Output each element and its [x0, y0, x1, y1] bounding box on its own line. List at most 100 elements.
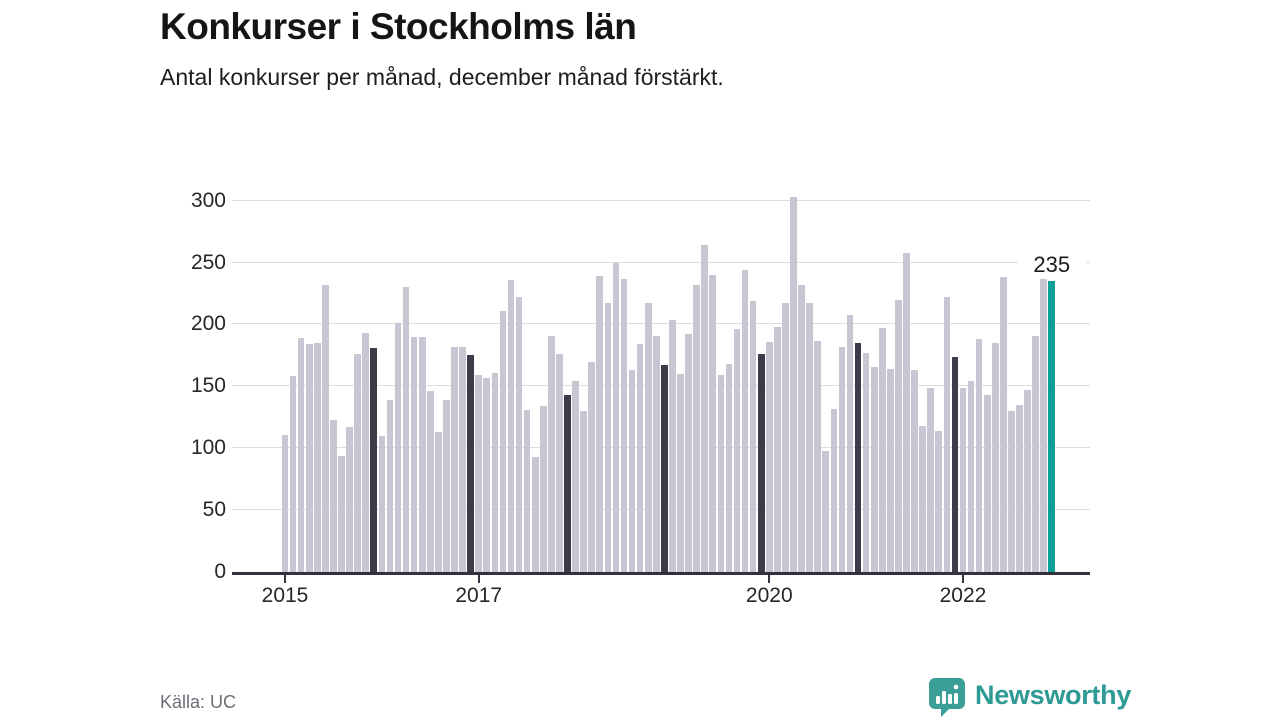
bar-2019-05 [701, 245, 708, 572]
bar-2016-04 [402, 287, 410, 572]
bar-2022-10 [1032, 335, 1039, 572]
bar-2022-07 [1008, 411, 1015, 572]
bar-2021-11 [943, 297, 951, 572]
bar-2020-08 [822, 450, 830, 572]
bar-2018-11 [652, 335, 660, 572]
bar-2018-12 [661, 365, 668, 572]
bar-2018-07 [620, 278, 628, 572]
bar-2019-07 [717, 375, 725, 572]
gridline-300 [232, 199, 1090, 201]
bar-2022-02 [967, 381, 975, 572]
bar-2016-05 [410, 336, 418, 572]
bar-2017-11 [556, 354, 563, 572]
x-tick-2017 [477, 575, 480, 583]
gridline-50 [232, 509, 1090, 511]
bar-2016-10 [451, 346, 458, 572]
bar-2021-06 [903, 252, 910, 572]
bar-2017-05 [507, 279, 515, 572]
source-caption: Källa: UC [160, 692, 237, 712]
bar-2021-04 [887, 369, 894, 572]
bar-2018-02 [580, 411, 587, 572]
bar-2015-01 [281, 434, 289, 572]
bar-2020-04 [790, 196, 797, 572]
bar-2021-07 [911, 370, 918, 572]
bar-2021-10 [935, 430, 943, 572]
bar-2020-10 [838, 346, 846, 572]
chart-subtitle: Antal konkurser per månad, december måna… [160, 64, 724, 90]
bar-2018-10 [644, 303, 652, 572]
newsworthy-wordmark: Newsworthy [975, 680, 1132, 710]
bar-2020-09 [830, 408, 838, 572]
newsworthy-logo: Newsworthy [928, 677, 1131, 717]
y-tick-label-200: 200 [190, 312, 226, 336]
bar-2019-06 [709, 274, 717, 572]
bar-2015-07 [330, 419, 337, 572]
x-tick-2020 [768, 575, 771, 583]
bar-2019-10 [741, 270, 749, 572]
bar-2022-05 [991, 343, 999, 572]
bar-2022-03 [975, 339, 983, 572]
x-tick-2022 [961, 575, 964, 583]
bar-2018-09 [636, 344, 644, 572]
bar-2017-01 [475, 375, 482, 572]
bar-2022-06 [1000, 277, 1007, 572]
x-axis: 2015 2017 2020 2022 [232, 575, 1090, 615]
bar-2016-08 [435, 432, 442, 572]
x-tick-label-2017: 2017 [455, 584, 503, 607]
bar-2019-04 [693, 284, 700, 572]
bar-2017-10 [548, 335, 555, 572]
bar-2017-06 [515, 297, 523, 572]
x-tick-label-2015: 2015 [261, 584, 309, 607]
bar-2019-12 [757, 354, 765, 572]
bar-2017-12 [564, 395, 571, 572]
bar-2021-02 [870, 366, 878, 572]
y-tick-label-150: 150 [190, 374, 226, 398]
bar-2020-07 [814, 340, 821, 572]
y-axis: 0 50 100 150 200 250 300 [156, 188, 226, 583]
bar-2020-02 [774, 326, 781, 572]
newsworthy-logo-icon [929, 678, 965, 717]
bar-2018-08 [628, 370, 636, 572]
bar-2016-09 [443, 399, 450, 572]
bar-2021-08 [919, 425, 926, 572]
bar-2018-06 [612, 262, 620, 572]
bar-2017-07 [523, 409, 531, 572]
bar-2016-06 [418, 336, 426, 572]
bar-2019-03 [685, 334, 692, 572]
bar-2019-01 [669, 319, 676, 572]
bar-2021-09 [927, 387, 934, 572]
chart-title: Konkurser i Stockholms län [160, 6, 637, 47]
bar-2015-09 [346, 427, 353, 572]
bar-2017-02 [483, 377, 491, 572]
bar-2020-11 [846, 314, 854, 572]
bar-2016-11 [459, 346, 466, 572]
bar-2018-01 [572, 381, 579, 572]
gridline-200 [232, 323, 1090, 325]
bar-2019-11 [749, 300, 757, 572]
bar-2017-04 [499, 310, 507, 572]
bar-2016-12 [467, 355, 474, 572]
bar-2018-03 [588, 361, 595, 572]
y-tick-label-300: 300 [190, 188, 226, 212]
bar-2015-04 [305, 344, 313, 572]
plot-area: 235 [232, 189, 1090, 575]
bar-2017-03 [491, 372, 499, 572]
bar-2021-03 [878, 328, 886, 572]
bar-2020-01 [765, 341, 773, 572]
x-tick-2015 [284, 575, 286, 583]
bar-2022-04 [983, 395, 991, 572]
bar-2022-12 [1048, 281, 1056, 572]
bar-2019-02 [677, 373, 684, 572]
bar-2016-07 [426, 391, 434, 572]
bar-2019-08 [725, 364, 733, 572]
y-tick-label-100: 100 [190, 436, 226, 460]
bar-2020-12 [854, 343, 862, 572]
gridline-150 [232, 385, 1090, 387]
gridline-100 [232, 447, 1090, 449]
bar-2020-05 [798, 284, 805, 572]
bar-2016-02 [386, 399, 394, 572]
bar-2015-10 [354, 354, 361, 572]
bar-2015-12 [370, 347, 378, 572]
bar-2021-05 [895, 299, 902, 572]
